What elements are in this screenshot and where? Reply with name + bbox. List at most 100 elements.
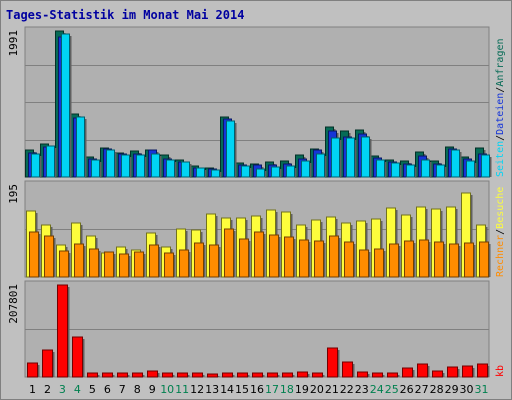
bar-kb-kb-day-9: [147, 370, 160, 378]
bar-visits-rechner-day-29: [449, 243, 461, 278]
x-tick-label-day-2: 2: [44, 383, 51, 396]
x-tick-label-day-22: 22: [340, 383, 354, 396]
x-tick-label-day-1: 1: [29, 383, 36, 396]
x-tick-label-day-8: 8: [134, 383, 141, 396]
bar-kb-kb-day-11: [177, 372, 190, 378]
x-tick-label-day-24: 24: [370, 383, 384, 396]
bar-hits-seiten-day-23: [361, 136, 372, 178]
bar-visits-rechner-day-10: [164, 252, 176, 278]
bar-marks: [25, 30, 492, 378]
x-tick-label-day-26: 26: [400, 383, 414, 396]
bar-kb-kb-day-25: [387, 372, 400, 378]
bar-kb-kb-day-18: [282, 372, 295, 378]
bar-kb-kb-day-8: [132, 372, 145, 378]
bar-visits-rechner-day-2: [44, 235, 56, 278]
bar-visits-rechner-day-5: [89, 248, 101, 278]
bar-hits-seiten-day-18: [286, 165, 297, 178]
x-tick-label-day-6: 6: [104, 383, 111, 396]
bar-visits-rechner-day-30: [464, 242, 476, 278]
bar-visits-rechner-day-16: [254, 231, 266, 278]
x-tick-label-day-28: 28: [430, 383, 444, 396]
bar-kb-kb-day-20: [312, 372, 325, 378]
bar-kb-kb-day-3: [57, 284, 70, 378]
bar-hits-seiten-day-11: [181, 161, 192, 178]
bar-hits-seiten-day-17: [271, 166, 282, 178]
bar-hits-seiten-day-19: [301, 160, 312, 178]
bar-kb-kb-day-29: [447, 366, 460, 378]
bar-kb-kb-day-26: [402, 367, 415, 378]
bar-kb-kb-day-5: [87, 372, 100, 378]
x-tick-label-day-27: 27: [415, 383, 429, 396]
bar-hits-seiten-day-2: [46, 145, 57, 178]
bar-kb-kb-day-21: [327, 347, 340, 378]
bar-kb-kb-day-4: [72, 336, 85, 378]
legend-entry-sep-2: /: [495, 87, 506, 93]
bar-visits-rechner-day-1: [29, 231, 41, 278]
legend-entry-kb: kb: [495, 365, 506, 377]
x-tick-label-day-21: 21: [325, 383, 339, 396]
bar-hits-seiten-day-1: [31, 153, 42, 178]
bar-visits-rechner-day-13: [209, 244, 221, 278]
x-tick-label-day-11: 11: [175, 383, 189, 396]
x-tick-label-day-23: 23: [355, 383, 369, 396]
x-tick-label-day-7: 7: [119, 383, 126, 396]
bar-hits-seiten-day-29: [451, 149, 462, 178]
bar-hits-seiten-day-7: [121, 154, 132, 178]
bar-kb-kb-day-7: [117, 372, 130, 378]
plot-panels: [24, 26, 490, 378]
bar-hits-seiten-day-25: [391, 162, 402, 178]
bar-hits-seiten-day-8: [136, 154, 147, 178]
bar-hits-seiten-day-6: [106, 149, 117, 178]
bar-visits-rechner-day-20: [314, 240, 326, 278]
x-tick-label-day-20: 20: [310, 383, 324, 396]
bar-hits-seiten-day-28: [436, 164, 447, 178]
bar-kb-kb-day-27: [417, 363, 430, 378]
x-tick-label-day-17: 17: [265, 383, 279, 396]
bar-visits-rechner-day-24: [374, 248, 386, 278]
y-axis-max-label-kb: 207801: [7, 284, 20, 324]
bar-hits-seiten-day-9: [151, 153, 162, 178]
bar-visits-rechner-day-22: [344, 241, 356, 278]
bar-kb-kb-day-31: [477, 363, 490, 378]
bar-visits-rechner-day-12: [194, 242, 206, 278]
bar-kb-kb-day-15: [237, 372, 250, 378]
x-tick-label-day-29: 29: [445, 383, 459, 396]
bar-visits-rechner-day-31: [479, 241, 491, 278]
legend-entry-anfragen: Anfragen: [495, 38, 506, 86]
bar-kb-kb-day-22: [342, 361, 355, 378]
bar-visits-rechner-day-7: [119, 253, 131, 278]
bar-kb-kb-day-1: [27, 362, 40, 378]
bar-kb-kb-day-10: [162, 372, 175, 378]
bar-visits-rechner-day-23: [359, 249, 371, 278]
legend-entry-dateien: Dateien: [495, 93, 506, 135]
bar-hits-seiten-day-13: [211, 169, 222, 178]
bar-visits-rechner-day-14: [224, 228, 236, 278]
bar-visits-rechner-day-8: [134, 251, 146, 278]
legend-entry-besuche: Besuche: [495, 187, 506, 229]
bar-kb-kb-day-13: [207, 373, 220, 378]
legend-seiten-sep-1-dateien-sep-2-anfragen: Seiten/Dateien/Anfragen: [495, 38, 506, 177]
bar-hits-seiten-day-21: [331, 137, 342, 178]
bar-kb-kb-day-19: [297, 371, 310, 378]
x-tick-label-day-16: 16: [250, 383, 264, 396]
x-tick-label-day-4: 4: [74, 383, 81, 396]
bar-visits-rechner-day-9: [149, 244, 161, 278]
bar-kb-kb-day-12: [192, 372, 205, 378]
bar-hits-seiten-day-4: [76, 116, 87, 178]
bar-hits-seiten-day-10: [166, 159, 177, 178]
y-axis-max-label-visits: 195: [7, 184, 20, 204]
legend-entry-rechner: Rechner: [495, 235, 506, 277]
bar-hits-seiten-day-22: [346, 137, 357, 178]
x-tick-label-day-9: 9: [149, 383, 156, 396]
x-tick-label-day-5: 5: [89, 383, 96, 396]
bar-kb-kb-day-24: [372, 372, 385, 378]
bar-visits-rechner-day-3: [59, 250, 71, 278]
y-axis-max-label-hits: 1991: [7, 30, 20, 57]
bar-hits-seiten-day-12: [196, 167, 207, 178]
bar-hits-seiten-day-5: [91, 159, 102, 178]
bar-hits-seiten-day-27: [421, 159, 432, 178]
bar-kb-kb-day-2: [42, 349, 55, 378]
chart-title: Tages-Statistik im Monat Mai 2014: [6, 8, 245, 22]
legend-entry-sep-3: /: [495, 229, 506, 235]
